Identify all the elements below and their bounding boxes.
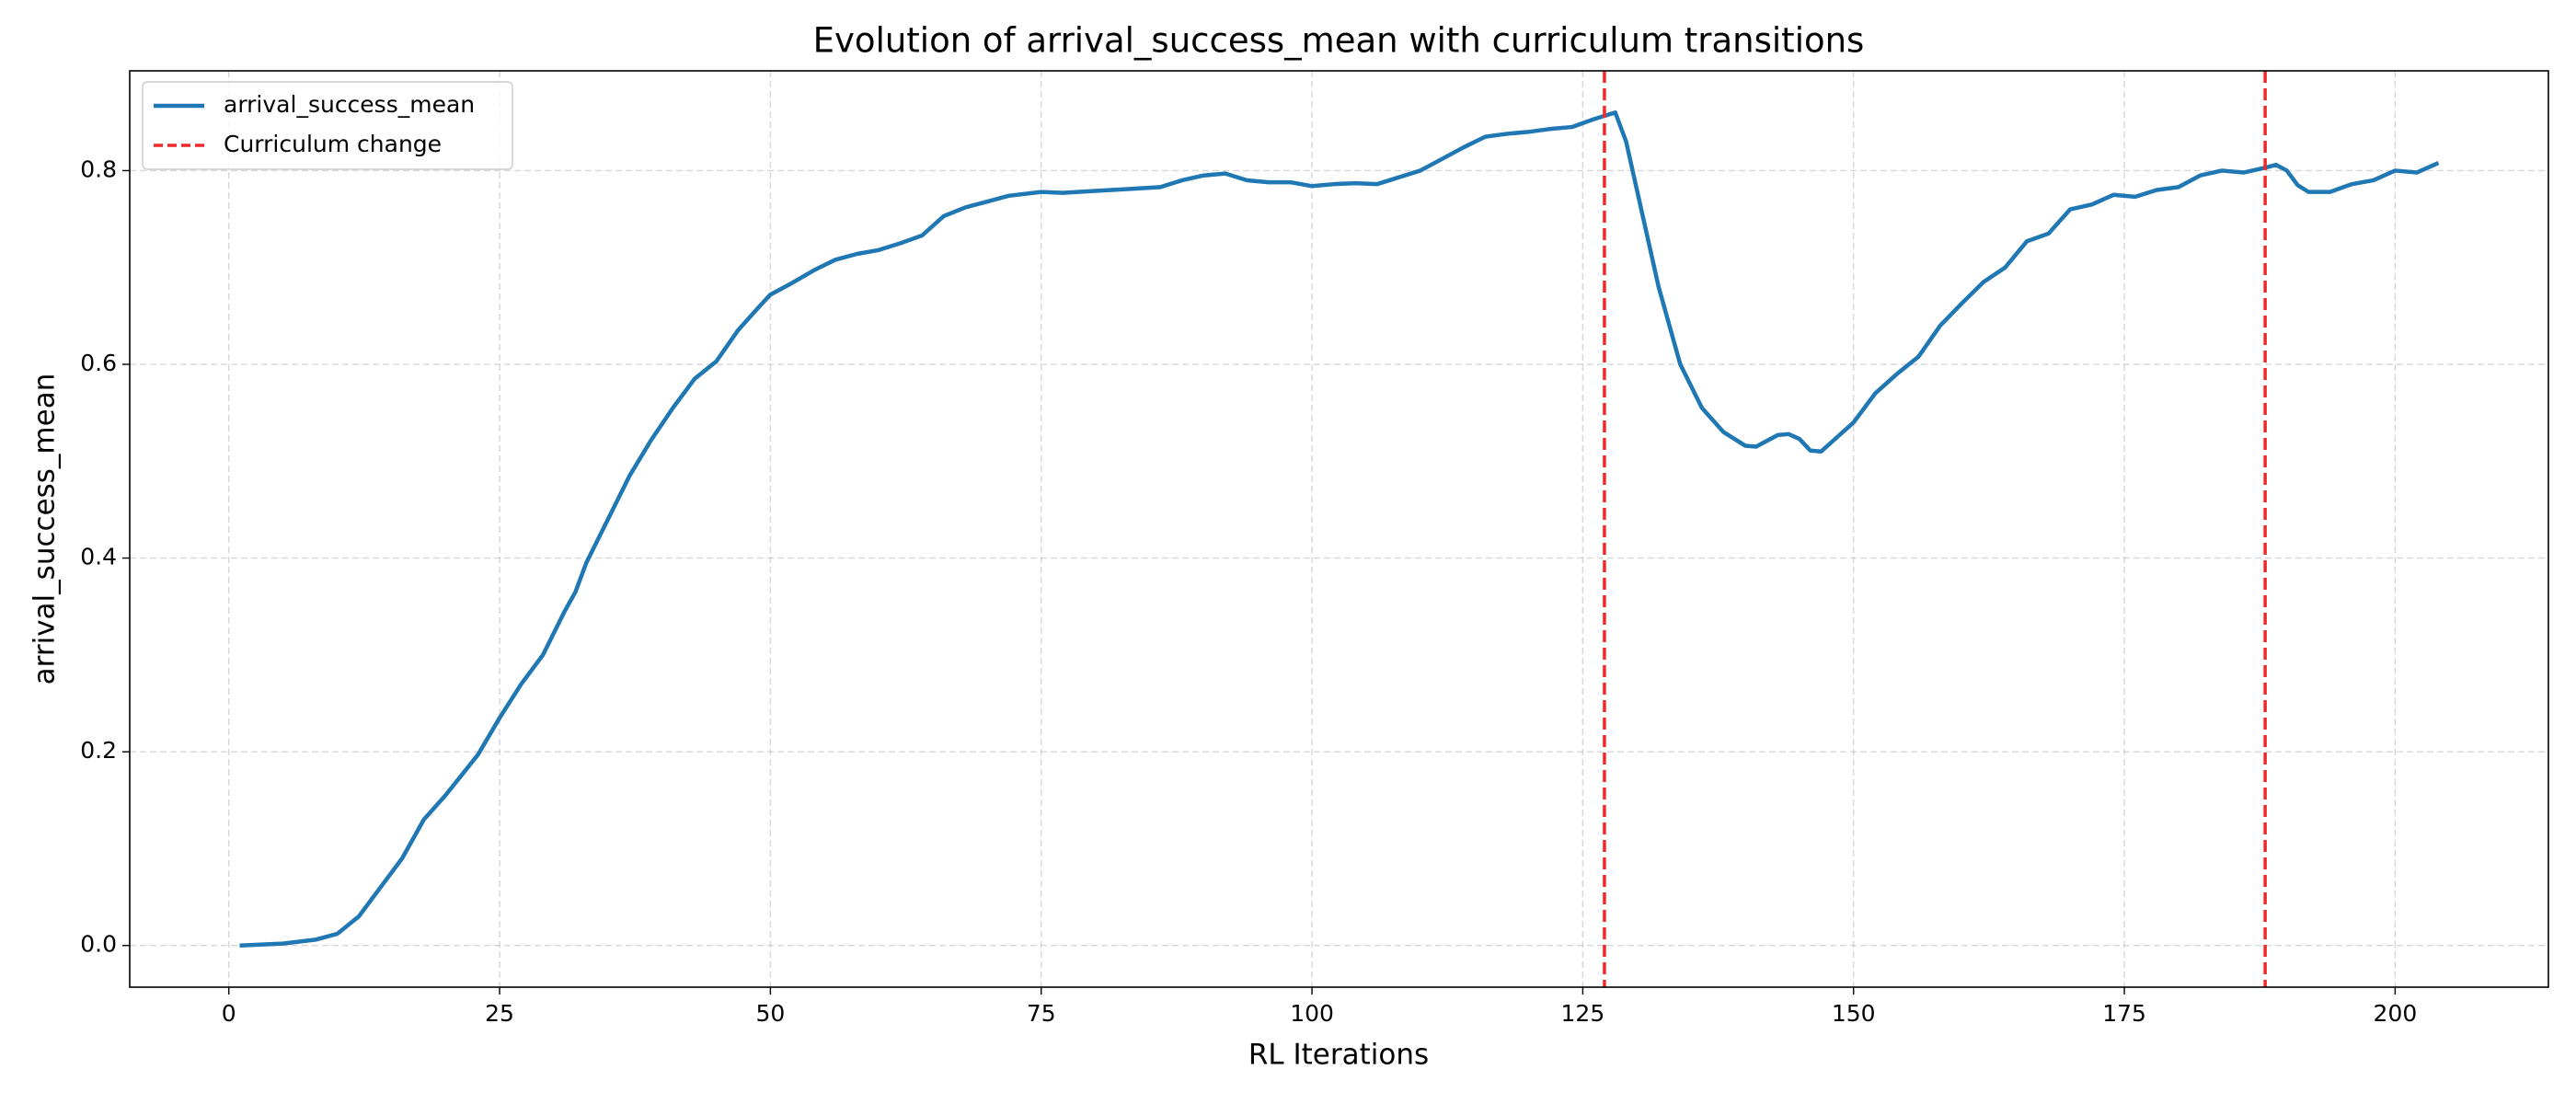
y-tick-label: 0.6 <box>80 350 117 376</box>
x-tick-label: 0 <box>222 1000 236 1027</box>
legend-label: Curriculum change <box>224 131 442 157</box>
data-line <box>239 110 2440 948</box>
y-tick-label: 0.2 <box>80 737 117 764</box>
x-tick-label: 100 <box>1290 1000 1334 1027</box>
y-axis-label: arrival_success_mean <box>29 374 62 685</box>
legend-label: arrival_success_mean <box>224 91 475 118</box>
y-tick-label: 0.8 <box>80 155 117 182</box>
y-tick-label: 0.4 <box>80 544 117 570</box>
chart-title: Evolution of arrival_success_mean with c… <box>813 21 1865 61</box>
x-tick-label: 25 <box>485 1000 514 1027</box>
legend-box <box>142 81 513 170</box>
x-axis-label: RL Iterations <box>1248 1039 1429 1072</box>
x-tick-label: 150 <box>1832 1000 1876 1027</box>
x-tick-label: 200 <box>2374 1000 2418 1027</box>
y-tick-label: 0.0 <box>80 931 117 958</box>
x-tick-label: 75 <box>1027 1000 1056 1027</box>
x-tick-label: 175 <box>2102 1000 2146 1027</box>
x-tick-label: 50 <box>755 1000 785 1027</box>
x-tick-label: 125 <box>1561 1000 1605 1027</box>
plot-frame <box>129 70 2549 988</box>
